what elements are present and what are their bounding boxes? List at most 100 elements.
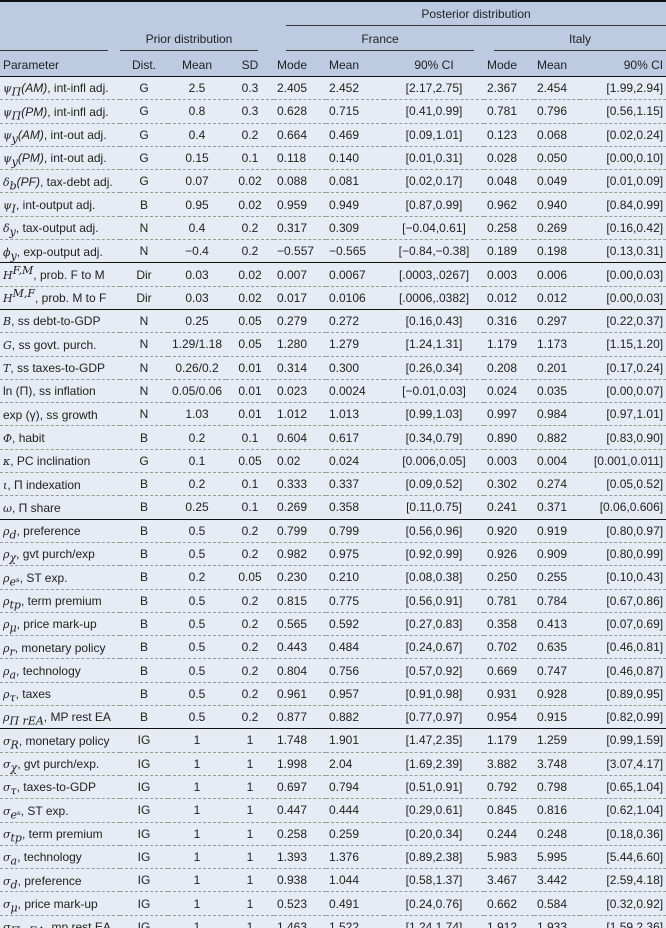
param-symbol: T [3, 362, 11, 376]
france-mode-cell: 1.393 [274, 845, 326, 870]
parameter-cell: ρa, technology [0, 658, 120, 683]
table-row: T, ss taxes-to-GDP N 0.26/0.2 0.01 0.314 0.30… [0, 356, 666, 380]
italy-ci-cell: [0.05,0.52] [580, 472, 666, 497]
prior-sd-cell: 0.05 [226, 449, 274, 474]
param-symbol: ρ [3, 641, 10, 655]
dist-cell: N [120, 239, 168, 264]
france-ci-cell: [0.77,0.97] [384, 705, 484, 730]
param-label: , preference [17, 873, 82, 888]
prior-sd-cell: 0.02 [226, 192, 274, 217]
prior-sd-cell: 0.3 [226, 76, 274, 101]
italy-mode-cell: 0.845 [484, 798, 534, 823]
prior-mean-cell: 0.07 [168, 169, 226, 194]
table-row: ρtp, term premium B 0.5 0.2 0.815 0.775 [0.56,… [0, 589, 666, 613]
italy-mean-cell: 0.006 [534, 262, 580, 287]
italy-mode-cell: 0.048 [484, 169, 534, 194]
france-mode-cell: 1.012 [274, 402, 326, 427]
table-row: ln (Π), ss inflation N 0.05/0.06 0.01 0.023 0… [0, 379, 666, 404]
italy-mean-cell: 0.035 [534, 379, 580, 404]
france-mean-cell: 0.358 [326, 495, 384, 520]
param-qualifier: (AM) [21, 81, 48, 96]
france-ci-cell: [0.09,1.01] [384, 123, 484, 147]
italy-mean-cell: 0.201 [534, 356, 580, 380]
table-row: Φ, habit B 0.2 0.1 0.604 0.617 [0.34,0.79] 0.89… [0, 425, 666, 450]
parameter-cell: κ, PC inclination [0, 449, 120, 474]
france-ci-cell: [−0.04,0.61] [384, 216, 484, 241]
france-ci-cell: [0.11,0.75] [384, 495, 484, 520]
param-label: , ss govt. purch. [11, 337, 97, 352]
italy-ci-cell: [0.00,0.07] [580, 379, 666, 404]
italy-mode-cell: 0.250 [484, 565, 534, 590]
column-header: Mode [274, 53, 326, 77]
parameter-cell: ω, Π share [0, 495, 120, 520]
table-row: ψy(PM), int-out adj. G 0.15 0.1 0.118 0.140 [0… [0, 146, 666, 171]
param-label: , Π indexation [7, 477, 81, 492]
dist-cell: IG [120, 845, 168, 870]
column-header: 90% CI [384, 53, 484, 77]
italy-ci-cell: [0.22,0.37] [580, 309, 666, 334]
italy-mode-cell: 5.983 [484, 845, 534, 870]
parameter-cell: ψy(PM), int-out adj. [0, 146, 120, 171]
table-row: σR, monetary policy IG 1 1 1.748 1.901 [1.47,2… [0, 728, 666, 753]
parameter-cell: σa, technology [0, 845, 120, 870]
parameter-cell: σR, monetary policy [0, 728, 120, 753]
france-mode-cell: 0.023 [274, 379, 326, 404]
france-mode-cell: 0.230 [274, 565, 326, 590]
france-ci-cell: [1.24,1.74] [384, 915, 484, 928]
france-mode-cell: 0.314 [274, 356, 326, 380]
italy-mean-cell: 1.173 [534, 332, 580, 357]
prior-mean-cell: 0.5 [168, 612, 226, 637]
prior-sd-cell: 1 [226, 822, 274, 846]
france-mean-cell: 0.300 [326, 356, 384, 380]
param-symbol: ψ [3, 198, 12, 212]
france-mode-cell: 0.982 [274, 542, 326, 567]
france-ci-cell: [0.99,1.03] [384, 402, 484, 427]
italy-mean-cell: 3.442 [534, 868, 580, 893]
italy-mean-cell: 0.816 [534, 798, 580, 823]
italy-ci-cell: [0.01,0.09] [580, 169, 666, 194]
italy-mode-cell: 0.012 [484, 286, 534, 310]
param-symbol: σ [3, 897, 11, 911]
param-label: , habit [12, 430, 45, 445]
parameter-cell: ρeˢ, ST exp. [0, 565, 120, 590]
prior-mean-cell: 1 [168, 752, 226, 776]
italy-mode-cell: 0.781 [484, 589, 534, 613]
param-subscript: a [10, 854, 18, 868]
france-ci-cell: [0.26,0.34] [384, 356, 484, 380]
italy-mean-cell: 0.012 [534, 286, 580, 310]
italy-header: Italy [494, 32, 666, 51]
prior-mean-cell: 0.25 [168, 309, 226, 334]
table-row: ι, Π indexation B 0.2 0.1 0.333 0.337 [0.09,0.… [0, 472, 666, 497]
italy-mode-cell: 3.882 [484, 752, 534, 776]
italy-mode-cell: 0.123 [484, 123, 534, 147]
prior-mean-cell: 1.29/1.18 [168, 332, 226, 357]
table-row: κ, PC inclination G 0.1 0.05 0.02 0.024 [0.006… [0, 449, 666, 474]
param-qualifier: (PM) [17, 151, 44, 166]
france-mode-cell: 0.017 [274, 286, 326, 310]
table-row: ρτ, taxes B 0.5 0.2 0.961 0.957 [0.91,0.98] 0.9… [0, 682, 666, 707]
france-mode-cell: 0.804 [274, 658, 326, 683]
table-row: σtp, term premium IG 1 1 0.258 0.259 [0.20,0.3… [0, 822, 666, 846]
prior-mean-cell: 1 [168, 891, 226, 916]
italy-ci-cell: [0.67,0.86] [580, 589, 666, 613]
france-mean-cell: 0.882 [326, 705, 384, 730]
prior-mean-cell: 0.8 [168, 99, 226, 124]
param-symbol: ψ [3, 129, 12, 143]
param-symbol: B [3, 315, 12, 329]
prior-mean-cell: 0.4 [168, 216, 226, 241]
france-mode-cell: 0.877 [274, 705, 326, 730]
italy-mean-cell: 0.198 [534, 239, 580, 264]
param-label: , exp-output adj. [16, 244, 103, 259]
italy-ci-cell: [0.32,0.92] [580, 891, 666, 916]
france-mode-cell: 0.258 [274, 822, 326, 846]
table-row: ϕy, exp-output adj. N −0.4 0.2 −0.557 −0.565[… [0, 239, 666, 264]
table-row: ρχ, gvt purch/exp B 0.5 0.2 0.982 0.975 [0.92,… [0, 542, 666, 567]
italy-mean-cell: 3.748 [534, 752, 580, 776]
table-row: ρd, preference B 0.5 0.2 0.799 0.799 [0.56,0.9… [0, 519, 666, 543]
italy-mode-cell: 0.931 [484, 682, 534, 707]
italy-mode-cell: 1.179 [484, 728, 534, 753]
france-ci-cell: [0.92,0.99] [384, 542, 484, 567]
prior-mean-cell: 0.2 [168, 472, 226, 497]
italy-ci-cell: [0.17,0.24] [580, 356, 666, 380]
param-subscript: y [9, 225, 16, 239]
